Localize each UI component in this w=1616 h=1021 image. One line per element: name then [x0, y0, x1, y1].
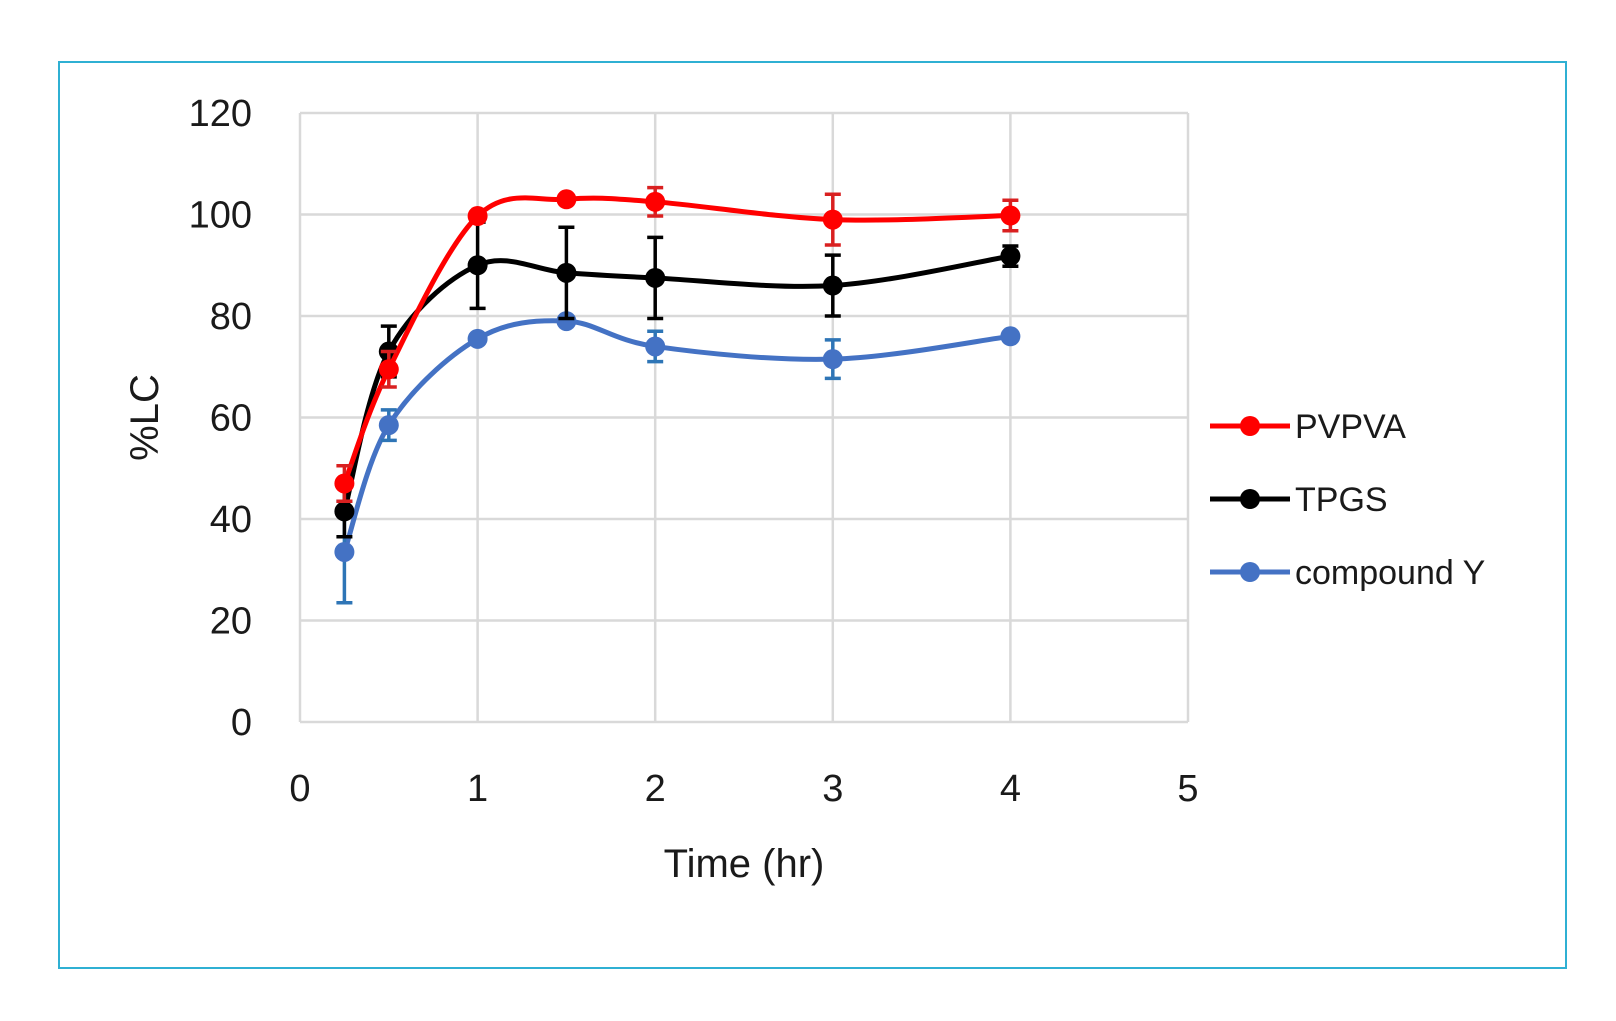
- legend-label: TPGS: [1295, 481, 1388, 519]
- x-tick-label: 2: [645, 768, 666, 810]
- data-point: [378, 415, 399, 436]
- data-point: [556, 262, 577, 283]
- data-point: [1000, 205, 1021, 226]
- legend-item-pvpva: PVPVA: [1210, 408, 1406, 446]
- series-line-compound-y: [342, 318, 1011, 553]
- chart-frame: 0 1 2 3 4 5 0 20 40 60 80 100 120 Time (hr) %LC PVPV…: [58, 61, 1567, 969]
- tick-labels: 0 1 2 3 4 5 0 20 40 60 80 100 120: [189, 93, 1199, 810]
- x-tick-label: 3: [822, 768, 843, 810]
- data-point: [645, 267, 666, 288]
- data-point: [645, 336, 666, 357]
- data-point: [467, 206, 488, 227]
- data-point: [467, 255, 488, 276]
- legend: PVPVA TPGS compound Y: [1210, 408, 1485, 592]
- data-point: [645, 191, 666, 212]
- series-line-tpgs: [341, 253, 1011, 513]
- legend-item-compound-y: compound Y: [1210, 554, 1485, 592]
- x-tick-label: 0: [289, 768, 310, 810]
- data-point: [467, 328, 488, 349]
- x-tick-label: 4: [1000, 768, 1021, 810]
- data-point: [334, 541, 355, 562]
- data-point: [822, 209, 843, 230]
- y-tick-label: 60: [210, 398, 252, 440]
- x-axis-title: Time (hr): [664, 842, 825, 886]
- series-pvpva: [334, 185, 1021, 503]
- legend-label: PVPVA: [1295, 408, 1406, 446]
- data-point: [1000, 326, 1021, 347]
- y-tick-label: 20: [210, 601, 252, 643]
- grid: [298, 111, 1190, 724]
- y-tick-label: 100: [189, 195, 252, 237]
- data-point: [556, 311, 577, 332]
- series: [334, 185, 1021, 605]
- data-point: [378, 359, 399, 380]
- data-point: [334, 473, 355, 494]
- x-tick-label: 1: [467, 768, 488, 810]
- data-point: [556, 189, 577, 210]
- legend-label: compound Y: [1295, 554, 1485, 592]
- series-compound-y: [334, 311, 1021, 605]
- y-axis-title: %LC: [123, 374, 167, 461]
- y-tick-label: 40: [210, 499, 252, 541]
- chart-svg: 0 1 2 3 4 5 0 20 40 60 80 100 120 Time (hr) %LC PVPV…: [123, 93, 1485, 886]
- legend-item-tpgs: TPGS: [1210, 481, 1388, 519]
- data-point: [1000, 246, 1021, 267]
- data-point: [334, 501, 355, 522]
- legend-marker: [1240, 562, 1260, 582]
- y-tick-label: 80: [210, 296, 252, 338]
- x-tick-label: 5: [1177, 768, 1198, 810]
- series-line-pvpva: [342, 195, 1011, 485]
- data-point: [822, 349, 843, 370]
- data-point: [822, 275, 843, 296]
- y-tick-label: 0: [231, 702, 252, 744]
- legend-marker: [1240, 416, 1260, 436]
- legend-marker: [1240, 489, 1260, 509]
- y-tick-label: 120: [189, 93, 252, 135]
